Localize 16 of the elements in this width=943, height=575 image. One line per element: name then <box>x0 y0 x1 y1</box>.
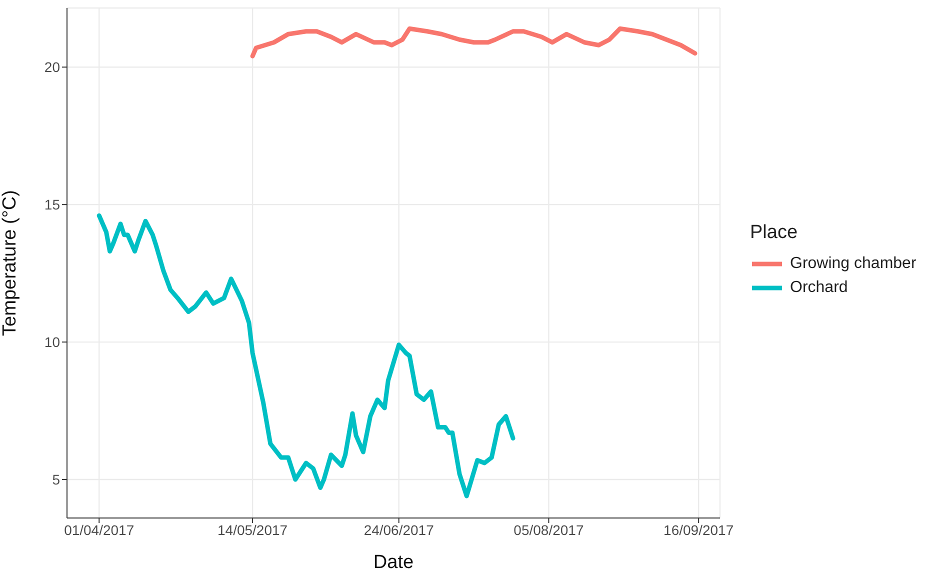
y-axis-title: Temperature (°C) <box>0 190 21 336</box>
y-tick-label: 20 <box>44 59 60 76</box>
y-tick-label: 15 <box>44 196 60 213</box>
y-tick-label: 5 <box>52 471 60 488</box>
x-tick-label: 05/08/2017 <box>514 522 584 538</box>
legend-title: Place <box>750 222 799 244</box>
y-tick-label: 10 <box>44 334 60 350</box>
x-tick-label: 14/05/2017 <box>218 522 288 538</box>
line-series <box>96 213 516 498</box>
x-tick-label: 16/09/2017 <box>664 522 734 538</box>
legend-label: Orchard <box>790 279 848 297</box>
x-tick-label: 01/04/2017 <box>64 522 134 538</box>
legend-label: Growing chamber <box>790 255 916 273</box>
x-axis-title: Date <box>373 552 414 573</box>
x-tick-label: 24/06/2017 <box>364 522 434 538</box>
line-series <box>250 26 698 58</box>
